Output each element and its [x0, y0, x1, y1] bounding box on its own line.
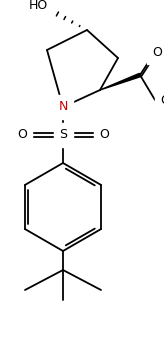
Text: O: O	[152, 46, 162, 58]
Text: N: N	[58, 101, 68, 113]
Text: OH: OH	[160, 94, 164, 106]
Text: O: O	[99, 128, 109, 142]
Polygon shape	[100, 73, 141, 90]
Text: HO: HO	[29, 0, 48, 12]
Text: S: S	[59, 128, 67, 142]
Text: O: O	[17, 128, 27, 142]
